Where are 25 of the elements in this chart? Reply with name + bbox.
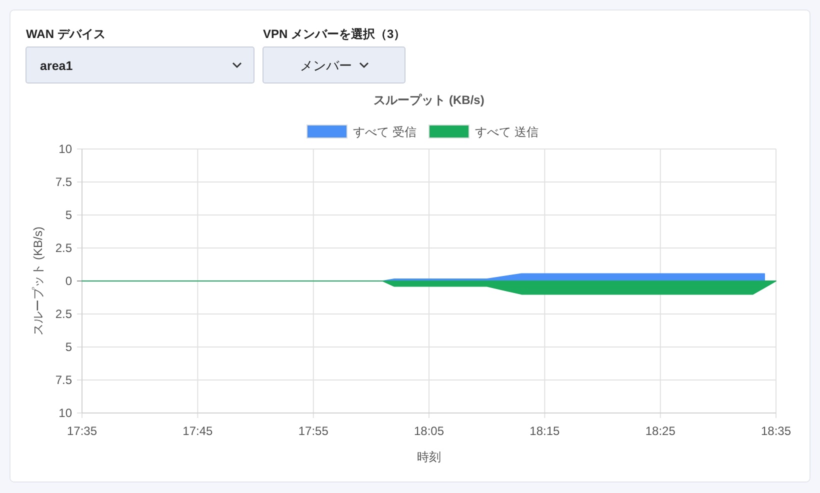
y-tick-label: 5 (65, 208, 72, 222)
text: area1 (40, 59, 73, 73)
legend-label: すべて 受信 (353, 125, 416, 139)
y-tick-label: 5 (65, 340, 72, 354)
text: VPN メンバーを選択（3） (263, 27, 406, 41)
x-tick-label: 18:05 (414, 424, 444, 438)
y-tick-label: 2.5 (55, 307, 72, 321)
legend-label: すべて 送信 (475, 125, 538, 139)
x-tick-label: 17:45 (182, 424, 214, 438)
x-tick-label: 18:25 (645, 424, 676, 438)
y-tick-label: 0 (65, 274, 72, 288)
x-tick-label: 17:35 (66, 424, 98, 438)
x-tick-label: 18:35 (760, 424, 792, 438)
chart-title: スループット (KB/s) (374, 93, 484, 107)
y-tick-label: 10 (58, 142, 72, 156)
x-tick-label: 18:15 (530, 424, 560, 438)
text: メンバー (300, 58, 352, 73)
y-tick-label: 7.5 (55, 175, 72, 189)
x-tick-label: 17:55 (298, 424, 329, 438)
text: WAN デバイス (26, 27, 106, 41)
y-axis-title: スループット (KB/s) (31, 226, 45, 336)
x-axis-title: 時刻 (417, 450, 441, 464)
y-tick-label: 7.5 (55, 373, 72, 387)
y-tick-label: 10 (58, 406, 72, 420)
y-tick-label: 2.5 (55, 241, 72, 255)
